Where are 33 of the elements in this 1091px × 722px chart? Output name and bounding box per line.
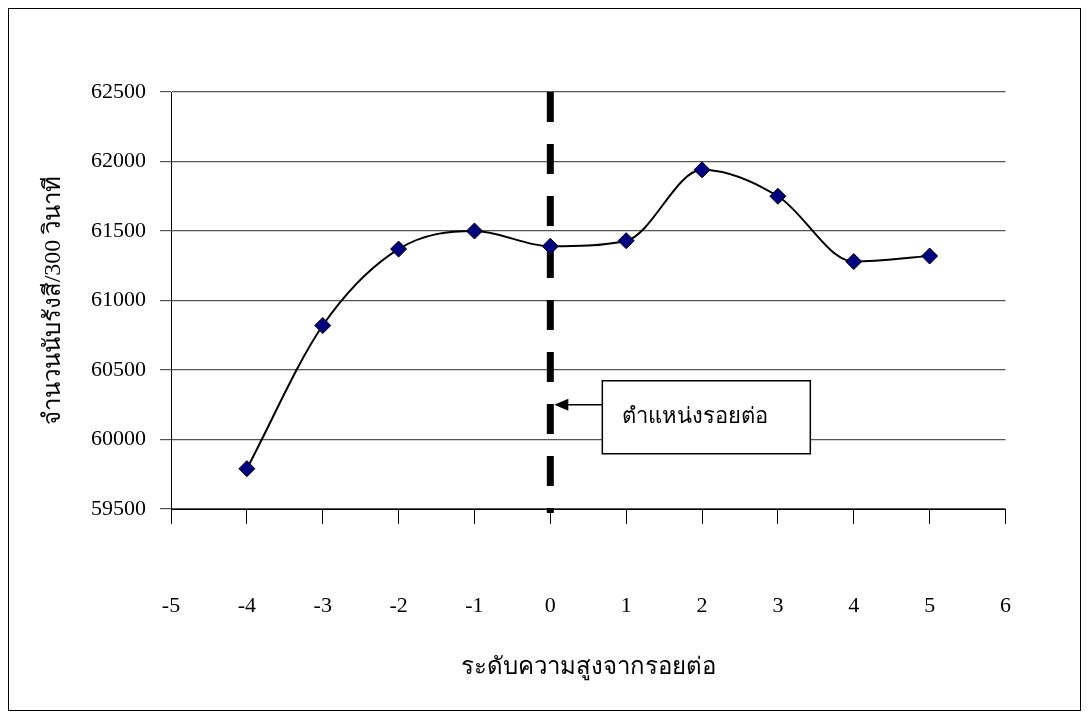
point (541, 237, 559, 255)
y-tick-label: 59500 (91, 494, 146, 520)
point (921, 247, 939, 265)
y-tick-label: 60000 (91, 425, 146, 451)
point (390, 240, 408, 258)
point (845, 253, 863, 271)
x-tick-label: -3 (313, 591, 332, 617)
point (693, 161, 711, 179)
frame-border: ระดับความสูงจากรอยต่อ จำนวนนับรังสี/300 วินาที -5 -4 -3 -2 -1 0 1 2 3 4 5 6 59500 60000 60500 61000 61500 62000 62500 ตำแหน่งรอยต่อ (8, 8, 1081, 711)
x-tick-label: 6 (1000, 591, 1011, 617)
y-axis-title: จำนวนนับรังสี/300 วินาที (38, 175, 65, 426)
x-tick-label: 4 (848, 591, 860, 617)
y-tick-label: 60500 (91, 355, 146, 381)
x-tick-label: -5 (161, 591, 181, 617)
point (465, 222, 483, 240)
y-tick-label: 62500 (91, 77, 146, 103)
x-tick-label: 3 (772, 591, 784, 617)
x-tick-label: 0 (544, 591, 556, 617)
x-tick-label: -4 (237, 591, 257, 617)
point (769, 187, 787, 205)
y-tick-label: 62000 (91, 147, 146, 173)
y-tick-label: 61500 (91, 216, 146, 242)
ref-line-label: ตำแหน่งรอยต่อ (622, 403, 769, 429)
point (617, 232, 635, 250)
point (314, 317, 332, 335)
x-tick-label: 5 (924, 591, 936, 617)
y-tick-label: 61000 (91, 286, 146, 312)
x-tick-label: -2 (389, 591, 408, 617)
point (238, 460, 256, 478)
x-tick-label: 1 (620, 591, 632, 617)
x-axis-title: ระดับความสูงจากรอยต่อ (460, 652, 716, 681)
x-tick-label: -1 (465, 591, 484, 617)
x-tick-label: 2 (696, 591, 708, 617)
